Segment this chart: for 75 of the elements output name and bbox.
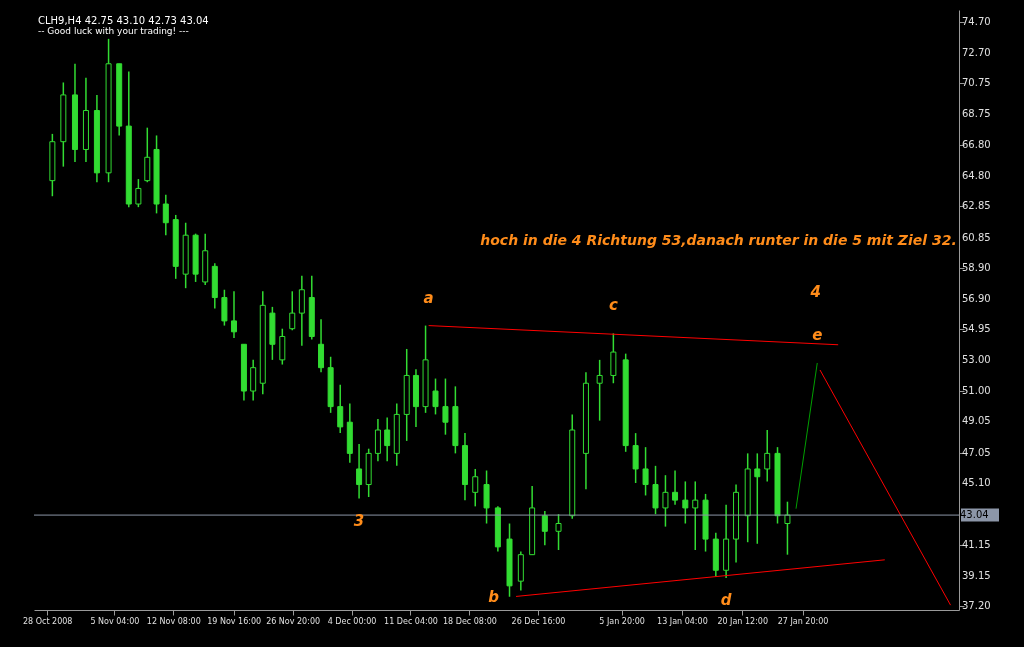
y-tick-label: 64.80: [962, 169, 991, 181]
candlestick: [374, 418, 381, 462]
candlestick: [555, 513, 562, 551]
candlestick: [298, 274, 305, 347]
y-tick-label: 60.85: [962, 231, 991, 243]
candlestick: [652, 465, 659, 515]
y-tick-label: 53.00: [962, 353, 991, 365]
candlestick: [472, 468, 479, 508]
candlestick: [162, 193, 169, 236]
y-tick-label: 72.70: [962, 46, 991, 58]
candlestick: [764, 429, 771, 483]
x-tick-label: 5 Jan 20:00: [599, 616, 645, 626]
y-tick-label: 39.15: [962, 569, 991, 581]
candlestick: [135, 178, 142, 208]
candlestick: [483, 469, 490, 525]
y-tick-label: 45.10: [962, 476, 991, 488]
x-tick-label: 26 Dec 16:00: [511, 616, 566, 626]
x-tick-label: 5 Nov 04:00: [90, 616, 140, 626]
candlestick: [541, 510, 548, 547]
candlestick: [279, 327, 286, 366]
annotation: a: [423, 288, 434, 307]
annotation: d: [720, 591, 732, 610]
y-tick-label: 66.80: [962, 138, 991, 150]
annotation: hoch in die 4 Richtung 53,danach runter in die 5 mit Ziel 32.: [480, 232, 957, 248]
annotation: c: [608, 296, 618, 315]
x-tick-label: 20 Jan 12:00: [717, 616, 769, 626]
y-tick-label: 74.70: [962, 15, 991, 27]
y-tick-label: 68.75: [962, 108, 991, 120]
candlestick: [356, 443, 363, 500]
candlestick: [692, 480, 699, 551]
candlestick: [442, 377, 449, 436]
candlestick: [662, 474, 669, 528]
y-tick-label: 37.20: [962, 600, 991, 612]
candlestick: [250, 359, 257, 402]
candlestick: [289, 290, 296, 332]
candlestick: [337, 384, 344, 434]
candlestick: [221, 288, 228, 327]
y-tick-label: 41.15: [962, 538, 991, 550]
x-tick-label: 28 Oct 2008: [22, 616, 73, 626]
candlestick: [230, 290, 237, 339]
ref-line-label: 43.04: [960, 509, 989, 521]
candlestick: [610, 332, 617, 384]
candlestick: [682, 480, 689, 525]
chart-title: CLH9,H4 42.75 43.10 42.73 43.04: [38, 15, 209, 26]
x-tick-label: 12 Nov 08:00: [146, 616, 201, 626]
x-tick-label: 26 Nov 20:00: [266, 616, 321, 626]
text: -- Good luck with your trading! ---: [38, 26, 189, 36]
x-tick-label: 19 Nov 16:00: [207, 616, 262, 626]
annotation: 4: [809, 283, 821, 301]
candlestick: [632, 432, 639, 484]
x-tick-label: 11 Dec 04:00: [384, 616, 438, 626]
candlestick: [596, 359, 603, 422]
y-tick-label: 56.90: [962, 293, 991, 305]
candlestick: [144, 126, 151, 183]
annotation: e: [812, 325, 823, 344]
x-tick-label: 27 Jan 20:00: [777, 616, 829, 626]
candlestick: [784, 500, 791, 556]
x-tick-label: 18 Dec 08:00: [443, 616, 497, 626]
y-tick-label: 49.05: [962, 415, 991, 427]
y-tick-label: 58.90: [962, 261, 991, 273]
y-tick-label: 51.00: [962, 385, 991, 397]
candlestick: [384, 416, 391, 462]
candlestick: [432, 377, 439, 416]
candlestick: [754, 452, 761, 545]
y-tick-label: 47.05: [962, 446, 991, 458]
x-tick-label: 13 Jan 04:00: [657, 616, 708, 626]
y-tick-label: 70.75: [962, 77, 991, 89]
annotation: 3: [353, 511, 365, 530]
candlestick: [672, 469, 679, 506]
candlestick: [318, 318, 325, 374]
annotation: b: [488, 587, 500, 606]
y-tick-label: 62.85: [962, 200, 991, 212]
x-tick-label: 4 Dec 00:00: [327, 616, 377, 626]
y-tick-label: 54.95: [962, 323, 991, 335]
candlestick: [642, 446, 649, 497]
